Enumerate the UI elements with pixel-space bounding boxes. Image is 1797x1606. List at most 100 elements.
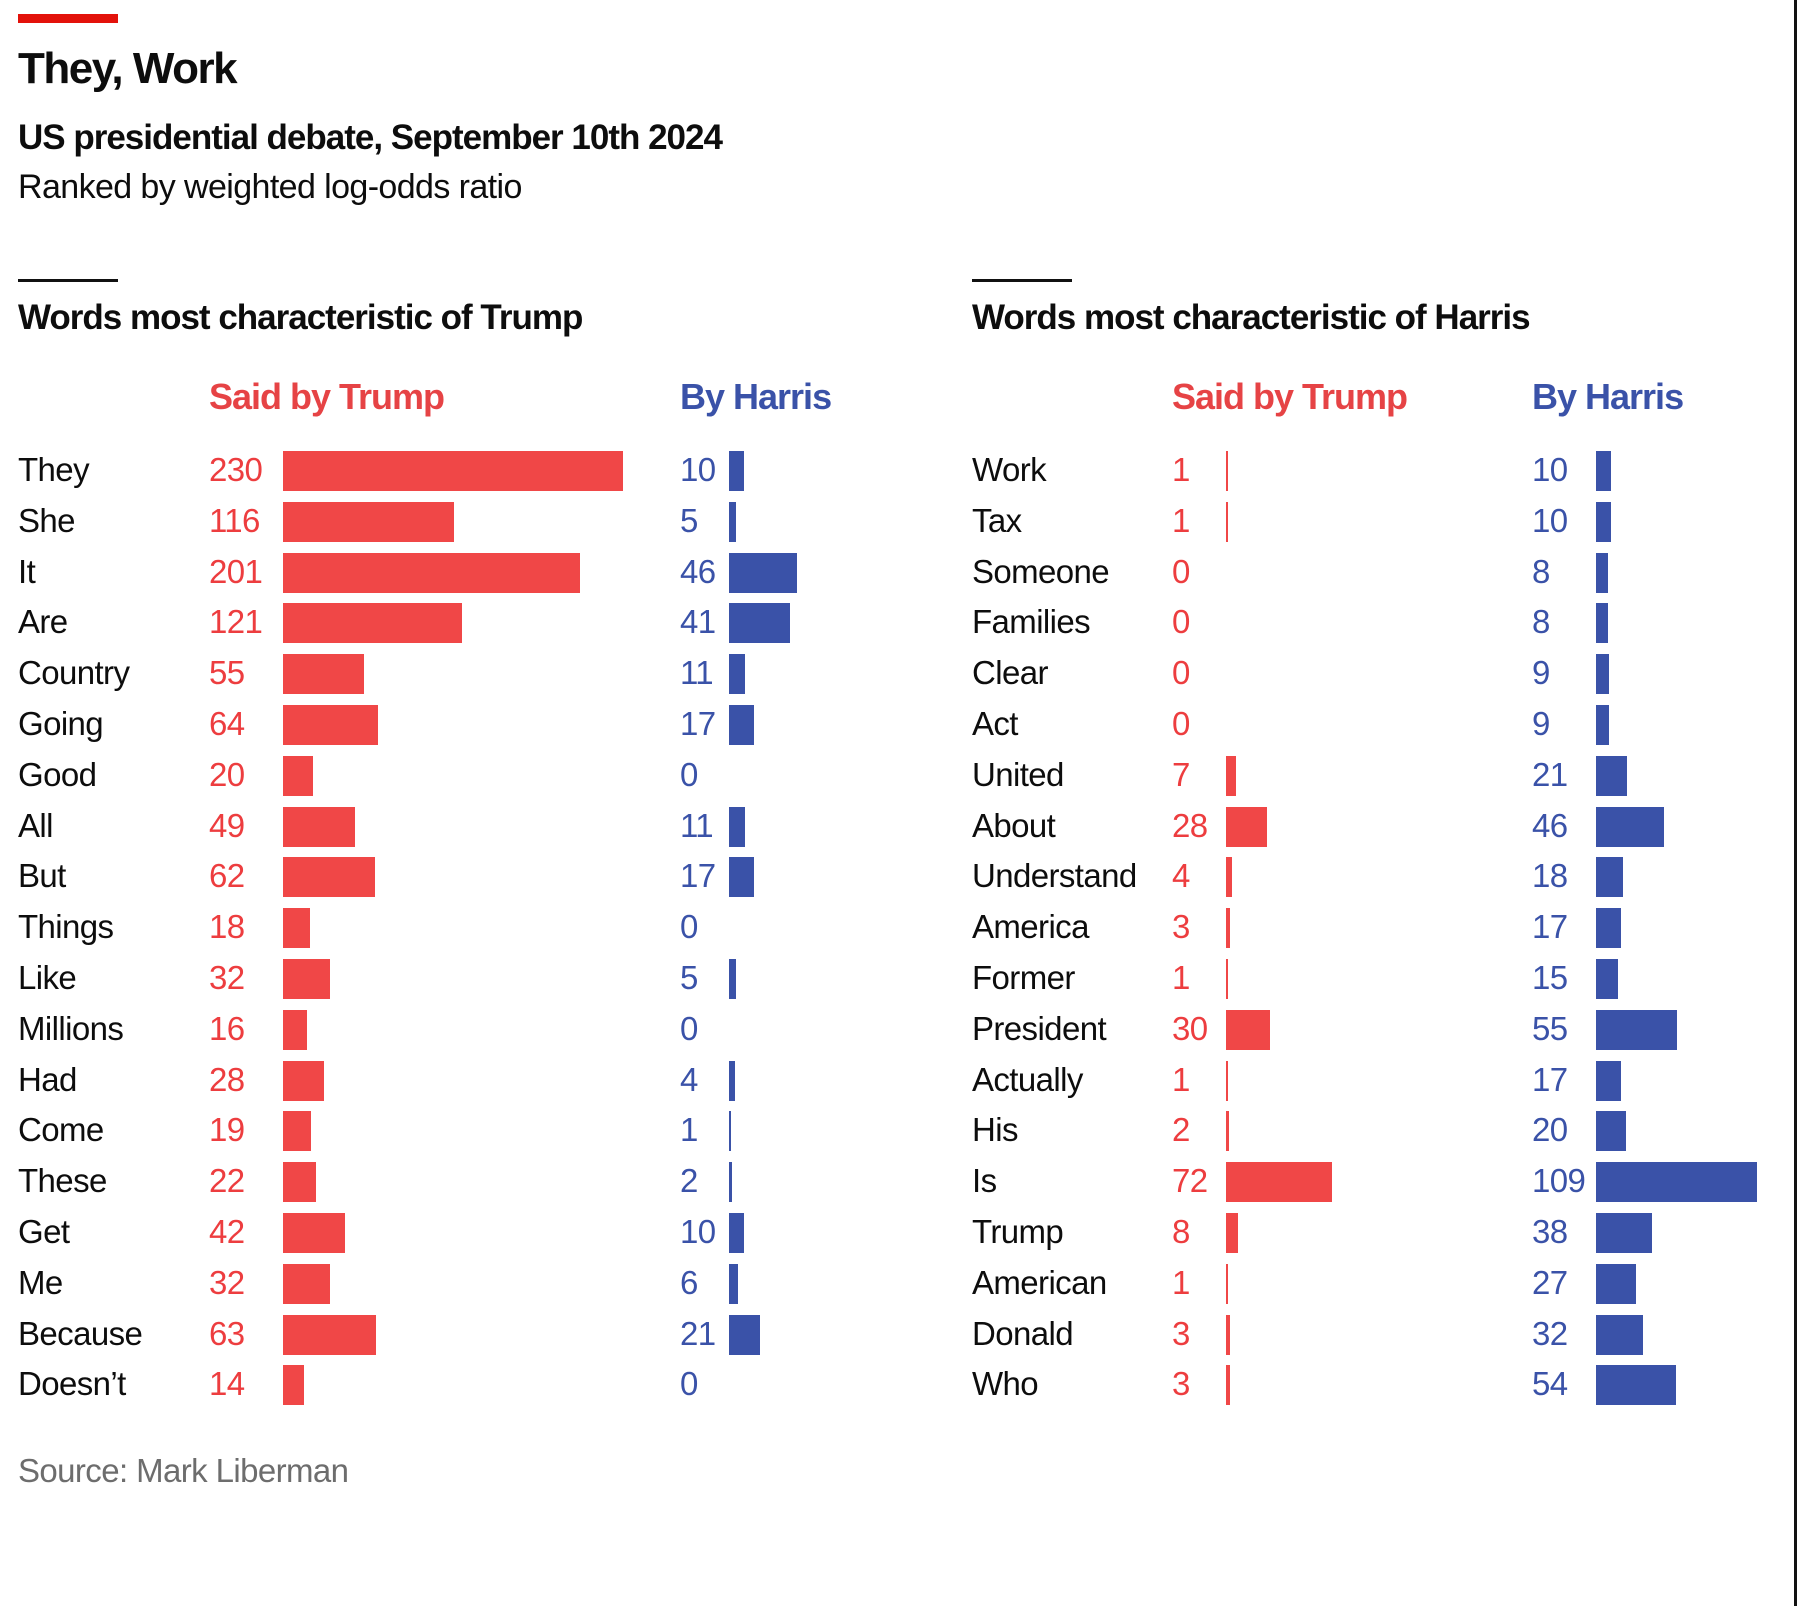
- trump-count-label: 63: [209, 1314, 245, 1352]
- trump-count-label: 1: [1172, 501, 1190, 539]
- harris-count-label: 32: [1532, 1314, 1568, 1352]
- harris-bar: [1596, 451, 1611, 491]
- trump-count-label: 22: [209, 1162, 245, 1200]
- harris-bar: [1596, 1111, 1626, 1152]
- harris-count-label: 10: [1532, 451, 1568, 488]
- trump-count-label: 64: [209, 705, 245, 742]
- harris-count-label: 8: [1532, 603, 1550, 641]
- harris-bar: [729, 451, 744, 491]
- row-label: Former: [972, 959, 1075, 996]
- trump-count-label: 32: [209, 1263, 245, 1301]
- row-label: Me: [18, 1263, 63, 1301]
- row-label: Clear: [972, 654, 1048, 692]
- harris-count-label: 1: [680, 1111, 698, 1149]
- trump-bar: [1226, 501, 1228, 542]
- trump-bar: [1226, 451, 1228, 491]
- harris-count-label: 11: [680, 806, 714, 844]
- harris-count-label: 0: [680, 1365, 698, 1403]
- harris-count-label: 0: [680, 755, 698, 793]
- row-label: All: [18, 806, 53, 844]
- trump-bar: [283, 908, 310, 949]
- trump-count-label: 201: [209, 552, 263, 590]
- trump-bar: [283, 755, 313, 796]
- harris-count-label: 0: [680, 908, 698, 946]
- harris-bar: [1596, 552, 1608, 593]
- row-label: Actually: [972, 1060, 1083, 1098]
- harris-count-label: 2: [680, 1162, 698, 1200]
- trump-count-label: 42: [209, 1213, 245, 1250]
- row-label: Is: [972, 1162, 997, 1200]
- harris-count-label: 27: [1532, 1263, 1568, 1301]
- panel-rule: [972, 279, 1072, 282]
- trump-count-label: 2: [1172, 1111, 1190, 1149]
- trump-count-label: 16: [209, 1009, 245, 1047]
- row-label: Work: [972, 451, 1047, 488]
- trump-bar: [1226, 1365, 1231, 1406]
- row-label: Country: [18, 654, 130, 692]
- row-label: Millions: [18, 1009, 124, 1047]
- trump-bar: [1226, 1314, 1231, 1355]
- trump-count-label: 32: [209, 959, 245, 996]
- harris-count-label: 10: [680, 451, 716, 488]
- trump-count-label: 0: [1172, 654, 1190, 692]
- trump-count-label: 230: [209, 451, 263, 488]
- source-note: Source: Mark Liberman: [18, 1452, 349, 1489]
- trump-bar: [1226, 1060, 1228, 1101]
- row-label: It: [18, 552, 36, 590]
- trump-bar: [283, 451, 623, 491]
- trump-count-label: 121: [209, 603, 263, 641]
- harris-count-label: 17: [1532, 1060, 1568, 1098]
- row-label: Trump: [972, 1213, 1064, 1250]
- harris-bar: [729, 552, 797, 593]
- trump-count-label: 7: [1172, 755, 1190, 793]
- harris-count-label: 8: [1532, 552, 1550, 590]
- trump-bar: [283, 857, 375, 898]
- harris-bar: [1596, 501, 1611, 542]
- harris-bar: [1596, 654, 1610, 695]
- harris-bar: [729, 1263, 738, 1304]
- trump-bar: [1226, 959, 1228, 999]
- harris-count-label: 17: [1532, 908, 1568, 946]
- harris-bar: [1596, 1009, 1678, 1050]
- harris-bar: [729, 959, 737, 999]
- trump-bar: [283, 1263, 331, 1304]
- harris-count-label: 54: [1532, 1365, 1568, 1403]
- trump-bar: [1226, 1009, 1271, 1050]
- trump-bar: [283, 1060, 325, 1101]
- harris-count-label: 21: [1532, 755, 1568, 793]
- trump-count-label: 49: [209, 806, 245, 844]
- trump-count-label: 19: [209, 1111, 245, 1149]
- harris-bar: [1596, 1263, 1636, 1304]
- harris-count-label: 10: [680, 1213, 716, 1250]
- harris-bar: [729, 603, 790, 644]
- harris-count-label: 46: [1532, 806, 1568, 844]
- row-label: President: [972, 1009, 1107, 1047]
- harris-bar: [1596, 1060, 1622, 1101]
- trump-bar: [283, 705, 378, 745]
- chart-description: Ranked by weighted log-odds ratio: [18, 168, 522, 206]
- harris-count-label: 11: [680, 654, 714, 692]
- trump-count-label: 0: [1172, 603, 1190, 641]
- harris-count-label: 5: [680, 959, 698, 996]
- trump-bar: [1226, 1263, 1228, 1304]
- harris-bar: [1596, 908, 1622, 949]
- row-label: Are: [18, 603, 68, 641]
- trump-bar: [1226, 1111, 1229, 1152]
- harris-count-label: 20: [1532, 1111, 1568, 1149]
- harris-bar: [1596, 959, 1619, 999]
- trump-count-label: 3: [1172, 1314, 1190, 1352]
- row-label: Doesn’t: [18, 1365, 126, 1403]
- row-label: Get: [18, 1213, 70, 1250]
- trump-bar: [283, 1162, 316, 1203]
- trump-count-label: 3: [1172, 1365, 1190, 1403]
- trump-count-label: 3: [1172, 908, 1190, 946]
- frame-edge: [1794, 0, 1797, 1606]
- row-label: Like: [18, 959, 77, 996]
- harris-bar: [729, 654, 746, 695]
- harris-count-label: 9: [1532, 705, 1550, 742]
- trump-bar: [1226, 857, 1232, 898]
- row-label: Understand: [972, 857, 1137, 895]
- trump-count-label: 1: [1172, 1263, 1190, 1301]
